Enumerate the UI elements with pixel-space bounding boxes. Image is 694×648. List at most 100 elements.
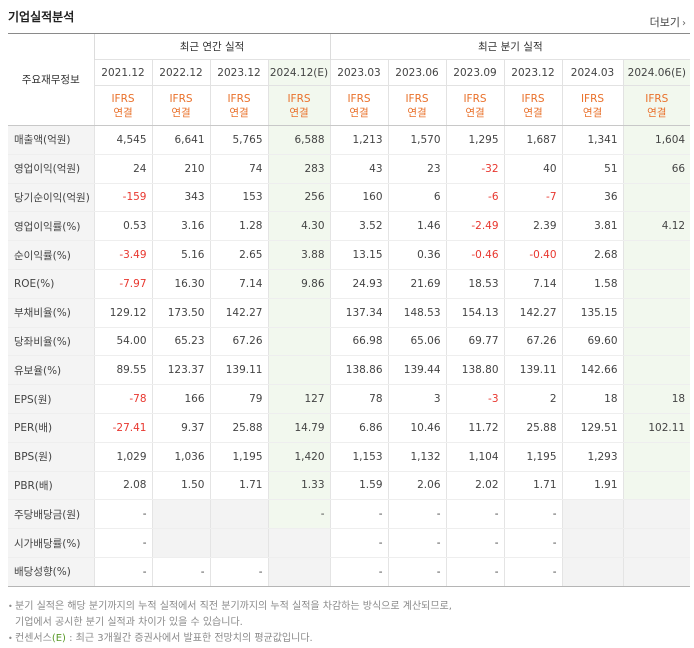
table-cell: 11.72 — [445, 413, 505, 443]
table-cell: 1,420 — [267, 442, 331, 472]
consolidated-label: 연결 — [349, 106, 369, 119]
table-cell: 2.65 — [209, 240, 268, 270]
table-cell: 43 — [329, 154, 389, 184]
table-cell: -7.97 — [93, 269, 152, 299]
ifrs-label: IFRS — [287, 92, 311, 105]
more-link[interactable]: 더보기 › — [650, 14, 686, 30]
table-cell: 142.27 — [503, 297, 563, 328]
table-cell: 173.50 — [151, 297, 210, 328]
table-cell: 2.06 — [387, 471, 447, 501]
table-cell: 6.86 — [329, 413, 389, 443]
table-cell — [622, 355, 691, 386]
table-cell: 5.16 — [151, 240, 210, 270]
period-header: 2022.12 — [151, 59, 210, 86]
ifrs-header: IFRS 연결 — [209, 85, 268, 126]
table-cell: 1,195 — [209, 442, 268, 472]
table-cell: 10.46 — [387, 413, 447, 443]
table-cell: 102.11 — [622, 413, 691, 443]
table-cell: 7.14 — [209, 269, 268, 299]
table-cell: 66.98 — [329, 327, 389, 357]
table-cell: - — [503, 499, 563, 530]
table-cell: - — [503, 528, 563, 558]
table-cell — [622, 471, 691, 501]
row-label: 영업이익률(%) — [8, 211, 94, 242]
ifrs-header: IFRS 연결 — [267, 85, 331, 126]
ifrs-label: IFRS — [405, 92, 429, 105]
financial-table: 주요재무정보 최근 연간 실적 최근 분기 실적 2021.12 2022.12 2… — [8, 33, 691, 587]
period-header: 2024.06(E) — [622, 59, 691, 86]
table-cell: -78 — [93, 384, 152, 414]
table-cell: 1,570 — [387, 125, 447, 155]
table-cell: -3.49 — [93, 240, 152, 270]
table-cell: 154.13 — [445, 297, 505, 328]
note-consensus: 컨센서스(E) : 최근 3개월간 증권사에서 발표한 전망치의 평균값입니다. — [8, 631, 690, 647]
table-row: 배당성향(%) - - - - - - - — [8, 557, 691, 587]
table-cell: 1.58 — [561, 269, 624, 299]
table-cell: -32 — [445, 154, 505, 184]
table-cell: -7 — [503, 183, 563, 213]
table-cell: 1,029 — [93, 442, 152, 472]
period-header: 2023.12 — [503, 59, 563, 86]
table-cell: 123.37 — [151, 355, 210, 386]
table-cell: 1.28 — [209, 211, 268, 242]
row-label: 당좌비율(%) — [8, 327, 94, 357]
table-cell: 78 — [329, 384, 389, 414]
table-cell: 7.14 — [503, 269, 563, 299]
table-cell — [151, 528, 210, 558]
table-cell: 1,132 — [387, 442, 447, 472]
table-cell — [151, 499, 210, 530]
note-line: 분기 실적은 해당 분기까지의 누적 실적에서 직전 분기까지의 누적 실적을 … — [8, 599, 690, 615]
ifrs-header: IFRS 연결 — [387, 85, 447, 126]
row-label: 배당성향(%) — [8, 557, 94, 587]
table-cell — [622, 557, 691, 587]
row-label: BPS(원) — [8, 442, 94, 472]
table-cell: 1,341 — [561, 125, 624, 155]
table-cell: 1,293 — [561, 442, 624, 472]
quarter-header: 최근 분기 실적 — [329, 33, 691, 60]
table-cell: 210 — [151, 154, 210, 184]
table-cell: 142.27 — [209, 297, 268, 328]
ifrs-header: IFRS 연결 — [561, 85, 624, 126]
table-cell: 2.39 — [503, 211, 563, 242]
table-cell: 166 — [151, 384, 210, 414]
table-cell: 139.11 — [503, 355, 563, 386]
table-row: PBR(배) 2.08 1.50 1.71 1.33 1.59 2.06 2.02 1.71 1.… — [8, 471, 691, 501]
consolidated-label: 연결 — [582, 106, 603, 119]
table-cell: 1.50 — [151, 471, 210, 501]
table-row: 부채비율(%) 129.12 173.50 142.27 137.34 148.53 154… — [8, 297, 691, 328]
table-cell: - — [151, 557, 210, 587]
table-cell: 1.71 — [209, 471, 268, 501]
table-row: BPS(원) 1,029 1,036 1,195 1,420 1,153 1,132 1,10… — [8, 442, 691, 472]
table-cell: 3.88 — [267, 240, 331, 270]
table-cell: 1,604 — [622, 125, 691, 155]
table-cell: 129.12 — [93, 297, 152, 328]
annual-header: 최근 연간 실적 — [93, 33, 331, 60]
table-cell: 1.71 — [503, 471, 563, 501]
table-cell: 256 — [267, 183, 331, 213]
ifrs-label: IFRS — [521, 92, 545, 105]
table-cell: 5,765 — [209, 125, 268, 155]
table-cell: - — [93, 557, 152, 587]
table-row: 영업이익(억원) 24 210 74 283 43 23 -32 40 51 66 — [8, 154, 691, 184]
table-cell: 69.77 — [445, 327, 505, 357]
period-header: 2023.09 — [445, 59, 505, 86]
table-cell: 9.37 — [151, 413, 210, 443]
table-cell: - — [93, 499, 152, 530]
table-cell: - — [387, 557, 447, 587]
table-cell — [561, 499, 624, 530]
ifrs-header: IFRS 연결 — [445, 85, 505, 126]
table-cell: 1,153 — [329, 442, 389, 472]
table-cell: 139.11 — [209, 355, 268, 386]
table-cell: 2.08 — [93, 471, 152, 501]
table-cell: 139.44 — [387, 355, 447, 386]
table-cell: 1.91 — [561, 471, 624, 501]
table-cell — [267, 327, 331, 357]
ifrs-label: IFRS — [645, 92, 669, 105]
table-cell: 138.80 — [445, 355, 505, 386]
ifrs-label: IFRS — [463, 92, 487, 105]
table-row: 시가배당률(%) - - - - - — [8, 528, 691, 558]
table-cell: 2.02 — [445, 471, 505, 501]
table-cell: 1,104 — [445, 442, 505, 472]
ifrs-label: IFRS — [227, 92, 251, 105]
row-label: PBR(배) — [8, 471, 94, 501]
